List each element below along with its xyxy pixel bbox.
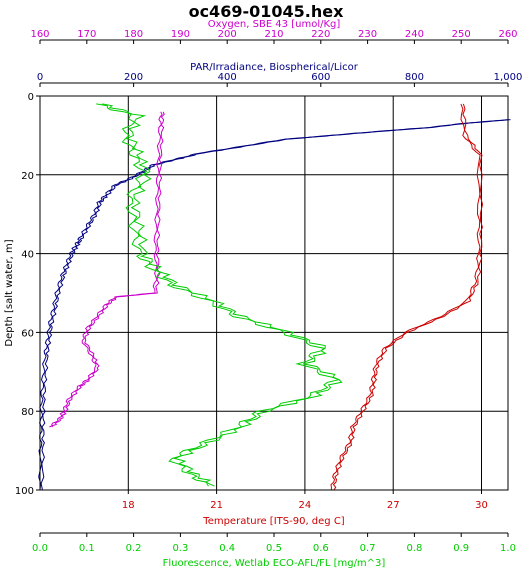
depth-tick-label: 80 (21, 407, 34, 418)
depth-tick-label: 100 (15, 486, 34, 497)
tick-label-oxygen: 170 (77, 29, 96, 40)
x-axis-oxygen: 160 170 180 190 200 210 220 230 240 250 260 Oxygen,… (30, 19, 518, 44)
chart-title: oc469-01045.hex (189, 2, 345, 21)
tick-label-par: 0 (37, 72, 43, 83)
tick-label-fluorescence: 0.0 (32, 543, 48, 554)
tick-label-oxygen: 200 (218, 29, 237, 40)
series-fluorescence (96, 103, 343, 487)
tick-label-temperature: 30 (475, 500, 488, 511)
series-par (38, 119, 511, 491)
series-line-fluorescence (96, 103, 341, 487)
series-temperature (330, 103, 484, 491)
series-oxygen (49, 111, 165, 428)
tick-label-temperature: 21 (210, 500, 223, 511)
tick-label-fluorescence: 0.6 (313, 543, 329, 554)
tick-label-oxygen: 260 (498, 29, 517, 40)
tick-label-oxygen: 190 (171, 29, 190, 40)
axis-title-fluorescence: Fluorescence, Wetlab ECO-AFL/FL [mg/m^3] (163, 558, 386, 568)
tick-label-oxygen: 230 (358, 29, 377, 40)
tick-label-par: 400 (218, 72, 237, 83)
tick-label-fluorescence: 0.2 (126, 543, 142, 554)
tick-label-temperature: 27 (387, 500, 400, 511)
depth-tick-label: 20 (21, 171, 34, 182)
tick-label-par: 1,000 (494, 72, 523, 83)
tick-label-oxygen: 160 (30, 29, 49, 40)
x-axis-par: 0 200 400 600 800 1,000 PAR/Irradiance, Biosph… (37, 62, 523, 87)
series-line-oxygen (51, 111, 165, 428)
tick-label-temperature: 18 (122, 500, 135, 511)
x-axis-fluorescence: 0.0 0.1 0.2 0.3 0.4 0.5 0.6 0.7 0.8 0.9 1.0 Fluores… (32, 532, 516, 568)
tick-label-temperature: 24 (299, 500, 312, 511)
depth-tick-label: 0 (28, 92, 34, 103)
series-line-temperature (332, 103, 484, 491)
plot-frame (39, 95, 509, 491)
series-line-temperature (330, 103, 481, 490)
depth-tick-label: 40 (21, 250, 34, 261)
axis-title-oxygen: Oxygen, SBE 43 [umol/Kg] (208, 19, 341, 30)
axis-title-temperature: Temperature [ITS-90, deg C] (202, 516, 345, 527)
x-axis-temperature: 18 21 24 27 30 Temperature [ITS-90, deg C] (122, 490, 488, 527)
tick-label-fluorescence: 0.7 (360, 543, 376, 554)
tick-label-par: 800 (405, 72, 424, 83)
tick-label-fluorescence: 0.8 (406, 543, 422, 554)
series-line-oxygen (49, 111, 163, 428)
tick-label-oxygen: 180 (124, 29, 143, 40)
tick-label-fluorescence: 0.4 (219, 543, 235, 554)
series-lines (38, 103, 511, 491)
tick-label-fluorescence: 0.9 (453, 543, 469, 554)
tick-label-par: 600 (311, 72, 330, 83)
tick-label-fluorescence: 0.5 (266, 543, 282, 554)
tick-label-oxygen: 250 (452, 29, 471, 40)
tick-label-oxygen: 220 (311, 29, 330, 40)
depth-tick-label: 60 (21, 328, 34, 339)
series-line-par (40, 119, 511, 491)
tick-label-oxygen: 240 (405, 29, 424, 40)
series-line-fluorescence (102, 103, 343, 487)
depth-axis-label: Depth [salt water, m] (4, 239, 15, 346)
tick-label-fluorescence: 0.1 (79, 543, 95, 554)
tick-label-fluorescence: 1.0 (500, 543, 516, 554)
tick-label-fluorescence: 0.3 (172, 543, 188, 554)
tick-label-par: 200 (124, 72, 143, 83)
tick-label-oxygen: 210 (264, 29, 283, 40)
axis-title-par: PAR/Irradiance, Biospherical/Licor (190, 62, 359, 73)
